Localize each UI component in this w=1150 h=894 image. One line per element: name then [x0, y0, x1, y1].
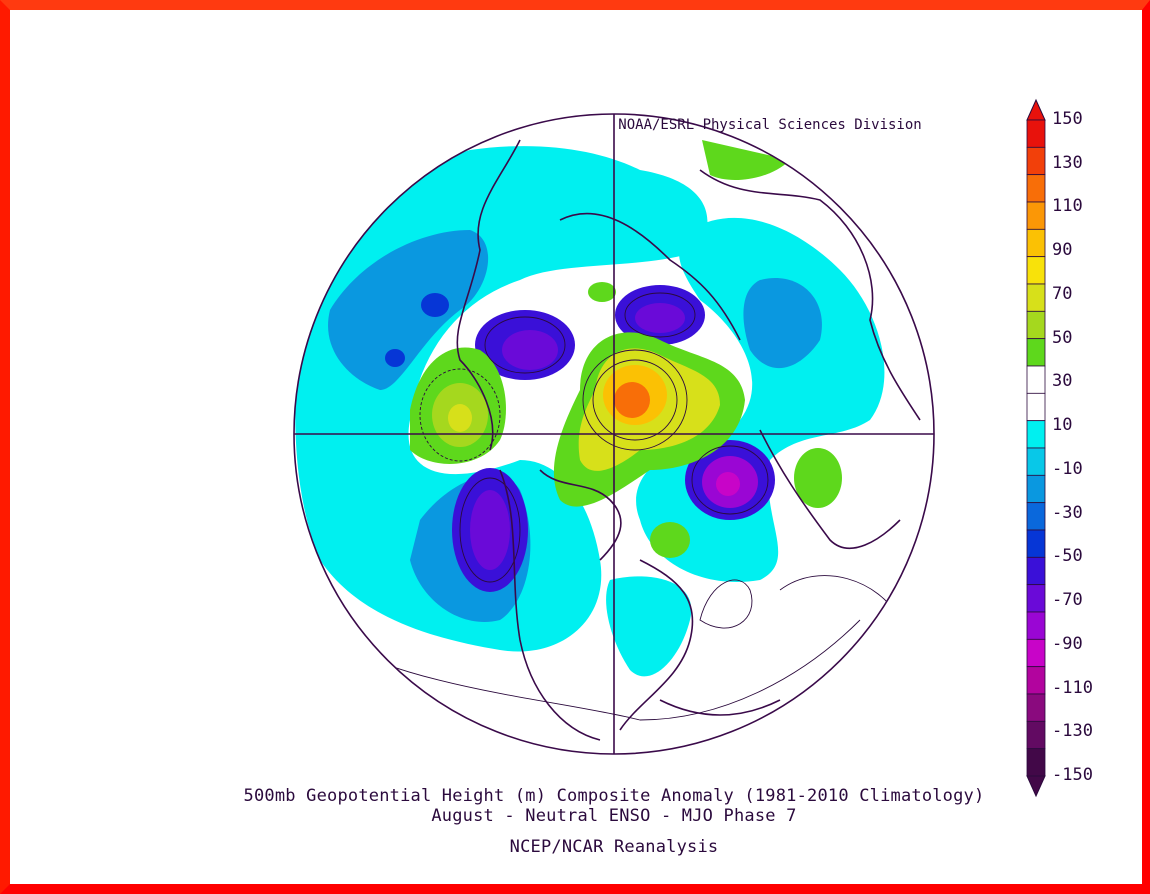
green-high-atlantic [650, 522, 690, 558]
colorbar-tick-label: 130 [1052, 152, 1083, 173]
colorbar-tick-label: 50 [1052, 327, 1073, 348]
colorbar-bin [1026, 584, 1046, 613]
colorbar-tick-label: 70 [1052, 283, 1073, 304]
colorbar-tick-label: 10 [1052, 415, 1073, 436]
colorbar-tick-label: -90 [1052, 633, 1083, 654]
blue-region-west [328, 230, 489, 390]
colorbar-arrow-bottom [1026, 775, 1046, 798]
colorbar-tick-label: 90 [1052, 240, 1073, 261]
colorbar-tick-label: -70 [1052, 590, 1083, 611]
colorbar-bin [1026, 201, 1046, 230]
colorbar-tick-label: 110 [1052, 196, 1083, 217]
colorbar-bin [1026, 365, 1046, 394]
colorbar-tick-label: -150 [1052, 765, 1093, 785]
colorbar-bin [1026, 502, 1046, 531]
organization-label: NOAA/ESRL Physical Sciences Division [618, 117, 922, 133]
colorbar-bin [1026, 256, 1046, 285]
colorbar-bin [1026, 447, 1046, 476]
map-title: 500mb Geopotential Height (m) Composite … [243, 786, 985, 806]
colorbar-tick-label: -130 [1052, 721, 1093, 742]
blue-low-west [421, 293, 449, 317]
colorbar-bin [1026, 174, 1046, 203]
colorbar-bin [1026, 638, 1046, 668]
colorbar-tick-label: 150 [1052, 109, 1083, 129]
colorbar-bin [1026, 283, 1046, 312]
colorbar-bin [1026, 310, 1046, 340]
colorbar-bin [1026, 529, 1046, 558]
colorbar-bin [1026, 146, 1046, 176]
colorbar-tick-label: -110 [1052, 677, 1093, 698]
cyan-region-south [606, 576, 692, 677]
colorbar-bin [1026, 666, 1046, 695]
blue-region-east [743, 278, 822, 369]
green-high-top [702, 140, 790, 180]
colorbar-bin [1026, 611, 1046, 640]
colorbar-bin [1026, 474, 1046, 504]
colorbar-tick-label: -30 [1052, 502, 1083, 523]
colorbar-tick-label: -50 [1052, 546, 1083, 567]
colorbar-bin [1026, 693, 1046, 722]
colorbar-bin [1026, 392, 1046, 422]
map-subtitle: August - Neutral ENSO - MJO Phase 7 [431, 806, 797, 826]
colorbar-bin [1026, 338, 1046, 367]
colorbar [1026, 98, 1046, 798]
colorbar-bin [1026, 748, 1046, 777]
colorbar-bin [1026, 420, 1046, 449]
colorbar-bin [1026, 720, 1046, 750]
data-source-label: NCEP/NCAR Reanalysis [509, 837, 719, 857]
colorbar-bin [1026, 228, 1046, 258]
green-high-asia [794, 448, 842, 508]
coastlines [456, 139, 921, 741]
colorbar-bin [1026, 556, 1046, 586]
colorbar-tick-label: -10 [1052, 458, 1083, 479]
colorbar-tick-label: 30 [1052, 371, 1073, 392]
